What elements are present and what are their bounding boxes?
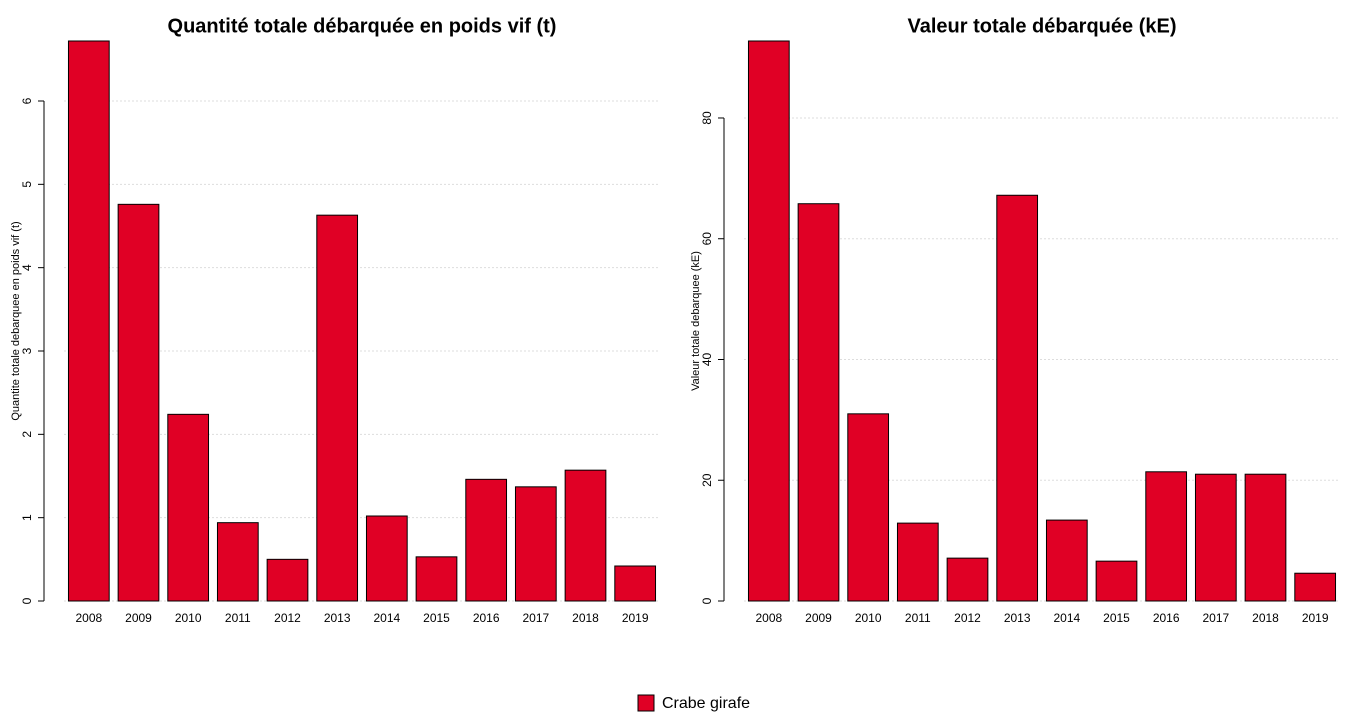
- x-tick-label: 2017: [522, 611, 549, 625]
- bar: [1294, 572, 1337, 602]
- y-tick-label: 0: [700, 597, 714, 604]
- bar: [117, 203, 160, 602]
- bar: [365, 515, 408, 602]
- x-tick-label: 2019: [622, 611, 649, 625]
- bar: [747, 40, 790, 602]
- y-tick-label: 1: [20, 514, 34, 521]
- x-tick-label: 2013: [324, 611, 351, 625]
- bar: [465, 478, 508, 602]
- bar: [996, 194, 1039, 602]
- bar: [415, 556, 458, 602]
- bar: [67, 40, 110, 602]
- bar: [614, 565, 657, 602]
- x-tick-label: 2016: [473, 611, 500, 625]
- x-tick-label: 2008: [755, 611, 782, 625]
- bar: [1194, 473, 1237, 602]
- bar: [1244, 473, 1287, 602]
- bar: [216, 522, 259, 602]
- y-tick-label: 5: [20, 181, 34, 188]
- chart-title: Quantité totale débarquée en poids vif (…: [168, 15, 557, 37]
- chart-title: Valeur totale débarquée (kE): [908, 15, 1177, 37]
- x-tick-label: 2010: [855, 611, 882, 625]
- x-tick-label: 2012: [274, 611, 301, 625]
- x-tick-label: 2015: [1103, 611, 1130, 625]
- bar: [797, 203, 840, 602]
- x-tick-label: 2018: [572, 611, 599, 625]
- y-tick-label: 20: [700, 473, 714, 487]
- x-tick-label: 2014: [1053, 611, 1080, 625]
- x-tick-label: 2009: [805, 611, 832, 625]
- x-tick-label: 2013: [1004, 611, 1031, 625]
- legend-swatch: [637, 694, 655, 712]
- bar: [1095, 560, 1138, 602]
- bar: [266, 558, 309, 602]
- y-axis-label: Valeur totale debarquee (kE): [690, 251, 702, 391]
- x-tick-label: 2019: [1302, 611, 1329, 625]
- x-tick-label: 2008: [75, 611, 102, 625]
- x-tick-label: 2012: [954, 611, 981, 625]
- bar: [946, 557, 989, 602]
- x-tick-label: 2010: [175, 611, 202, 625]
- x-tick-label: 2014: [373, 611, 400, 625]
- bar: [564, 469, 607, 602]
- bar: [1045, 519, 1088, 602]
- legend-label: Crabe girafe: [662, 695, 750, 712]
- bar: [1145, 471, 1188, 602]
- x-tick-label: 2011: [905, 611, 931, 625]
- y-tick-label: 60: [700, 232, 714, 246]
- bar: [514, 486, 557, 602]
- bar: [847, 413, 890, 602]
- x-tick-label: 2017: [1202, 611, 1229, 625]
- y-tick-label: 2: [20, 431, 34, 438]
- y-tick-label: 6: [20, 97, 34, 104]
- y-tick-label: 4: [20, 264, 34, 271]
- x-tick-label: 2018: [1252, 611, 1279, 625]
- y-tick-label: 0: [20, 597, 34, 604]
- bar: [896, 522, 939, 602]
- x-tick-label: 2011: [225, 611, 251, 625]
- y-axis-label: Quantite totale debarquee en poids vif (…: [10, 221, 22, 420]
- bar: [167, 413, 210, 602]
- x-tick-label: 2009: [125, 611, 152, 625]
- x-tick-label: 2015: [423, 611, 450, 625]
- bar: [316, 214, 359, 602]
- y-tick-label: 3: [20, 347, 34, 354]
- y-tick-label: 40: [700, 352, 714, 366]
- x-tick-label: 2016: [1153, 611, 1180, 625]
- y-tick-label: 80: [700, 111, 714, 125]
